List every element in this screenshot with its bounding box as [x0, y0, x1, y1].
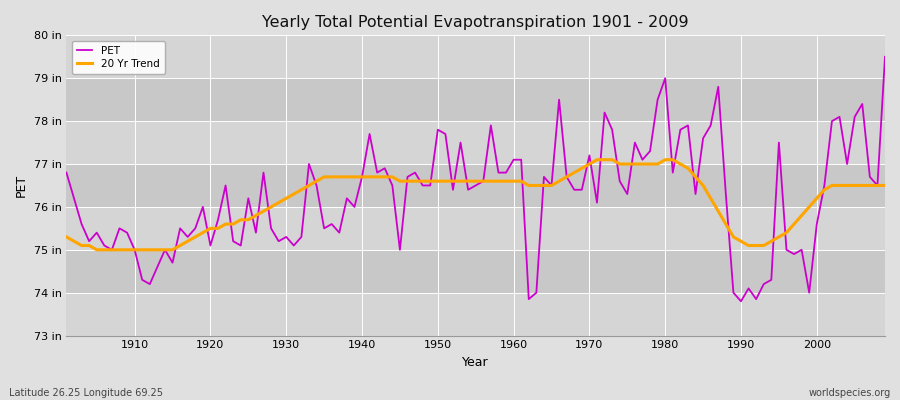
PET	[288, 243, 299, 248]
PET	[122, 230, 132, 235]
PET	[735, 299, 746, 304]
20 Yr Trend	[130, 247, 140, 252]
20 Yr Trend	[341, 174, 352, 179]
Bar	[67, 164, 885, 207]
PET	[61, 170, 72, 175]
Bar	[67, 121, 885, 164]
PET	[334, 230, 345, 235]
20 Yr Trend	[615, 162, 626, 166]
PET	[599, 110, 610, 115]
X-axis label: Year: Year	[463, 356, 489, 369]
Text: Latitude 26.25 Longitude 69.25: Latitude 26.25 Longitude 69.25	[9, 388, 163, 398]
Bar	[67, 293, 885, 336]
Title: Yearly Total Potential Evapotranspiration 1901 - 2009: Yearly Total Potential Evapotranspiratio…	[263, 15, 689, 30]
20 Yr Trend	[91, 247, 102, 252]
Bar	[67, 35, 885, 78]
20 Yr Trend	[508, 179, 519, 184]
Bar	[67, 207, 885, 250]
Bar	[67, 250, 885, 293]
Bar	[67, 78, 885, 121]
Y-axis label: PET: PET	[15, 174, 28, 197]
20 Yr Trend	[296, 187, 307, 192]
PET	[879, 54, 890, 59]
20 Yr Trend	[61, 234, 72, 239]
Line: PET: PET	[67, 57, 885, 301]
20 Yr Trend	[591, 157, 602, 162]
Text: worldspecies.org: worldspecies.org	[809, 388, 891, 398]
20 Yr Trend	[879, 183, 890, 188]
PET	[500, 170, 511, 175]
20 Yr Trend	[516, 179, 526, 184]
Line: 20 Yr Trend: 20 Yr Trend	[67, 160, 885, 250]
Legend: PET, 20 Yr Trend: PET, 20 Yr Trend	[72, 40, 165, 74]
PET	[508, 157, 519, 162]
